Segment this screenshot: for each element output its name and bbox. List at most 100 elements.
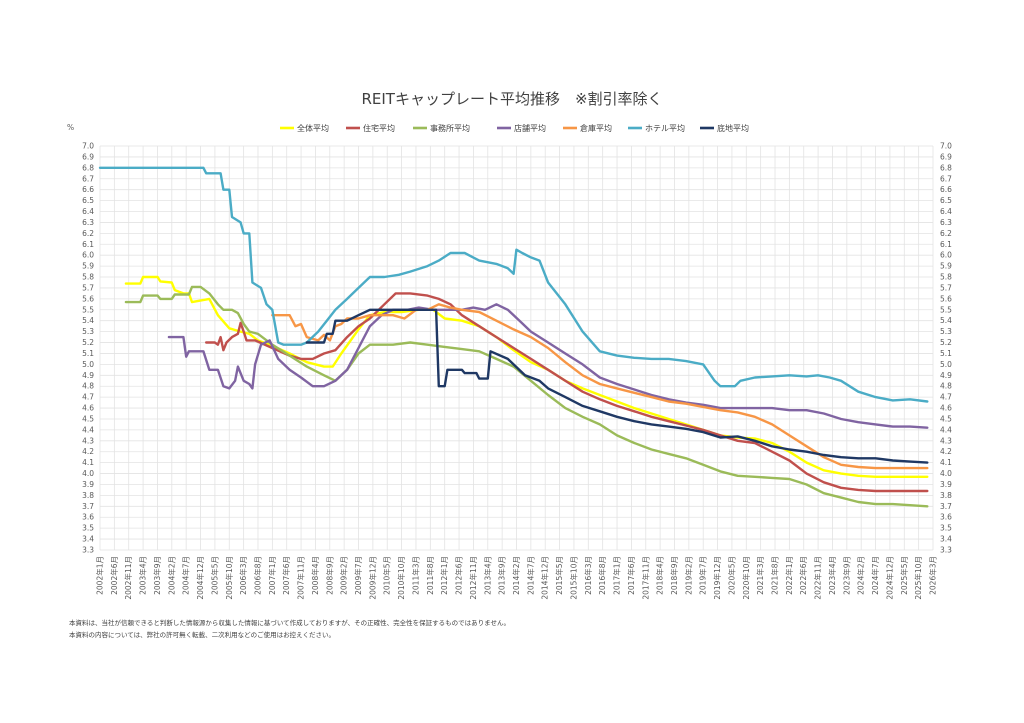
y-tick-label-left: 4.8 xyxy=(82,382,94,391)
y-tick-label-left: 4.7 xyxy=(82,393,94,402)
x-tick-label: 2015年10月 xyxy=(568,556,578,600)
y-tick-label-left: 4.6 xyxy=(82,404,94,413)
y-tick-label-right: 6.2 xyxy=(940,229,952,238)
y-tick-label-left: 3.4 xyxy=(82,535,94,544)
x-tick-label: 2014年2月 xyxy=(511,556,521,595)
y-tick-label-right: 4.2 xyxy=(940,447,952,456)
x-tick-label: 2023年9月 xyxy=(841,556,851,595)
y-tick-label-right: 3.3 xyxy=(940,546,952,555)
y-tick-label-right: 3.7 xyxy=(940,502,952,511)
x-tick-label: 2012年6月 xyxy=(454,556,464,595)
y-tick-label-left: 5.9 xyxy=(82,262,94,271)
y-tick-label-left: 3.9 xyxy=(82,480,94,489)
y-tick-label-right: 6.9 xyxy=(940,152,952,161)
x-tick-label: 2019年2月 xyxy=(683,556,693,595)
y-tick-label-left: 6.0 xyxy=(82,251,94,260)
y-tick-label-right: 5.6 xyxy=(940,294,952,303)
x-tick-label: 2007年6月 xyxy=(281,556,291,595)
x-tick-label: 2023年4月 xyxy=(827,556,837,595)
y-tick-label-right: 4.7 xyxy=(940,393,952,402)
x-tick-label: 2007年11月 xyxy=(296,556,306,600)
y-tick-label-right: 3.8 xyxy=(940,491,952,500)
x-tick-label: 2011年8月 xyxy=(425,556,435,595)
y-tick-label-left: 5.7 xyxy=(82,283,94,292)
x-tick-label: 2012年1月 xyxy=(439,556,449,595)
y-tick-label-left: 3.6 xyxy=(82,513,94,522)
y-tick-label-left: 5.4 xyxy=(82,316,94,325)
y-tick-label-left: 4.4 xyxy=(82,425,94,434)
x-tick-label: 2021年8月 xyxy=(770,556,780,595)
x-tick-label: 2004年2月 xyxy=(166,556,176,595)
y-tick-label-right: 6.8 xyxy=(940,163,952,172)
y-tick-label-left: 3.5 xyxy=(82,524,94,533)
y-tick-label-left: 7.0 xyxy=(82,142,94,151)
y-axis-left-ticks: 3.33.43.53.63.73.83.94.04.14.24.34.44.54… xyxy=(82,142,94,555)
y-tick-label-right: 5.7 xyxy=(940,283,952,292)
x-tick-label: 2006年3月 xyxy=(238,556,248,595)
y-tick-label-left: 4.2 xyxy=(82,447,94,456)
y-tick-label-right: 6.1 xyxy=(940,240,952,249)
x-tick-label: 2002年1月 xyxy=(95,556,105,595)
x-tick-label: 2003年4月 xyxy=(138,556,148,595)
x-tick-label: 2017年6月 xyxy=(626,556,636,595)
y-tick-label-left: 5.1 xyxy=(82,349,94,358)
y-tick-label-left: 6.1 xyxy=(82,240,94,249)
y-tick-label-left: 4.3 xyxy=(82,436,94,445)
y-tick-label-right: 4.1 xyxy=(940,458,952,467)
footnote-copyright: 本資料の内容については、弊社の許可無く転載、二次利用などのご使用はお控えください… xyxy=(69,631,335,639)
y-tick-label-right: 5.0 xyxy=(940,360,952,369)
x-tick-label: 2005年5月 xyxy=(209,556,219,595)
x-tick-label: 2010年5月 xyxy=(382,556,392,595)
x-tick-label: 2024年2月 xyxy=(856,556,866,595)
y-tick-label-left: 5.3 xyxy=(82,327,94,336)
y-tick-label-right: 7.0 xyxy=(940,142,952,151)
x-tick-label: 2019年7月 xyxy=(698,556,708,595)
x-tick-label: 2015年5月 xyxy=(554,556,564,595)
x-tick-label: 2022年11月 xyxy=(813,556,823,600)
chart-gridlines xyxy=(99,145,934,551)
y-tick-label-left: 4.5 xyxy=(82,414,94,423)
x-tick-label: 2025年10月 xyxy=(913,556,923,600)
x-tick-label: 2020年5月 xyxy=(726,556,736,595)
y-tick-label-left: 3.3 xyxy=(82,546,94,555)
y-tick-label-left: 6.8 xyxy=(82,163,94,172)
x-tick-label: 2025年5月 xyxy=(899,556,909,595)
x-axis-ticks: 2002年1月 2002年6月 2002年11月 2003年4月 2003年9月 2004… xyxy=(95,556,938,600)
x-tick-label: 2013年9月 xyxy=(497,556,507,595)
y-tick-label-left: 5.8 xyxy=(82,273,94,282)
x-tick-label: 2013年4月 xyxy=(482,556,492,595)
y-tick-label-left: 4.0 xyxy=(82,469,94,478)
y-tick-label-right: 6.4 xyxy=(940,207,952,216)
y-tick-label-left: 5.6 xyxy=(82,294,94,303)
x-tick-label: 2011年3月 xyxy=(410,556,420,595)
footnote-disclaimer: 本資料は、当社が信頼できると判断した情報源から収集した情報に基づいて作成しており… xyxy=(69,619,510,627)
chart-legend: 全体平均 住宅平均 事務所平均 店舗平均 倉庫平均 ホテル平均 底地平均 xyxy=(280,123,749,133)
y-tick-label-left: 5.2 xyxy=(82,338,94,347)
x-tick-label: 2021年3月 xyxy=(755,556,765,595)
legend-label: 住宅平均 xyxy=(363,123,395,133)
legend-label: 倉庫平均 xyxy=(580,123,612,133)
y-axis-right-ticks: 3.33.43.53.63.73.83.94.04.14.24.34.44.54… xyxy=(940,142,952,555)
x-tick-label: 2007年1月 xyxy=(267,556,277,595)
x-tick-label: 2003年9月 xyxy=(152,556,162,595)
x-tick-label: 2017年11月 xyxy=(640,556,650,600)
legend-label: 事務所平均 xyxy=(430,123,470,133)
x-tick-label: 2004年12月 xyxy=(195,556,205,600)
x-tick-label: 2022年1月 xyxy=(784,556,794,595)
y-tick-label-left: 3.7 xyxy=(82,502,94,511)
y-tick-label-right: 6.0 xyxy=(940,251,952,260)
series-line xyxy=(98,166,929,403)
x-tick-label: 2019年12月 xyxy=(712,556,722,600)
x-tick-label: 2022年6月 xyxy=(798,556,808,595)
y-tick-label-left: 6.7 xyxy=(82,174,94,183)
x-tick-label: 2009年2月 xyxy=(339,556,349,595)
y-tick-label-right: 6.5 xyxy=(940,196,952,205)
x-tick-label: 2009年7月 xyxy=(353,556,363,595)
y-tick-label-left: 6.6 xyxy=(82,185,94,194)
y-tick-label-right: 4.9 xyxy=(940,371,952,380)
y-tick-label-left: 4.1 xyxy=(82,458,94,467)
x-tick-label: 2002年11月 xyxy=(123,556,133,600)
y-tick-label-left: 6.3 xyxy=(82,218,94,227)
chart-title: REITキャップレート平均推移 ※割引率除く xyxy=(361,90,662,108)
